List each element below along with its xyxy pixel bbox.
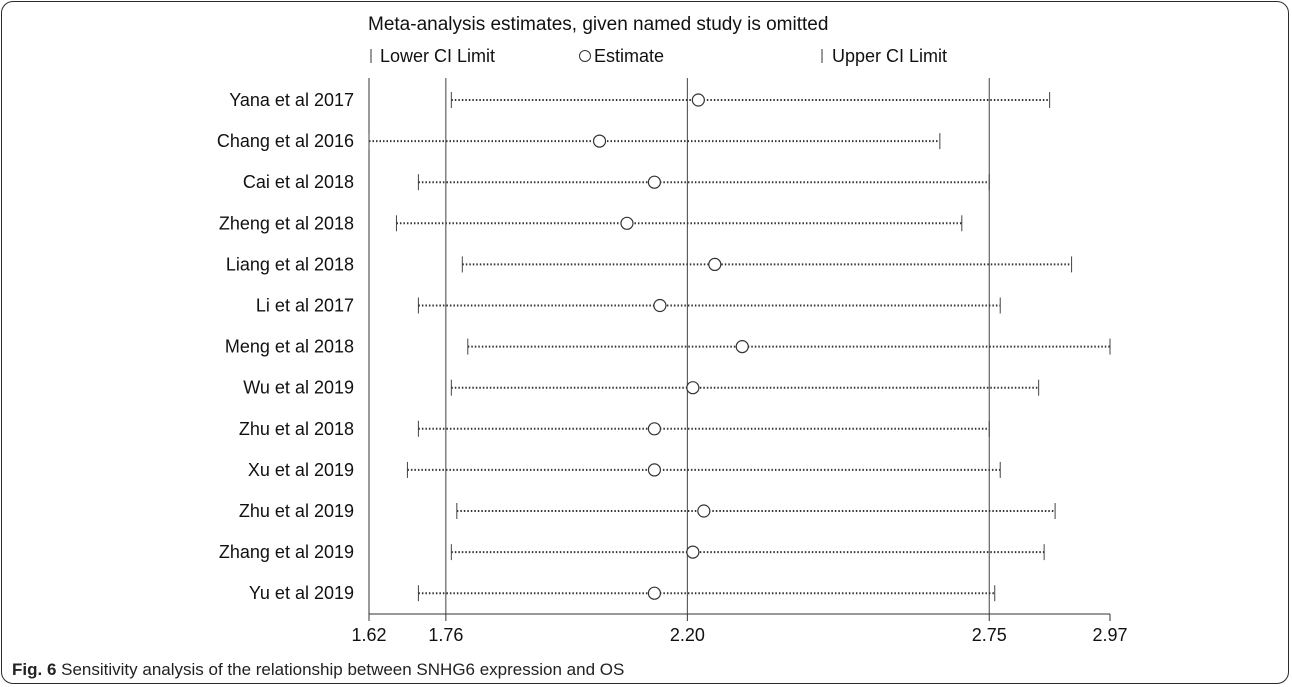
- study-row: Zhu et al 2018: [239, 419, 990, 439]
- estimate-marker: [647, 463, 662, 477]
- x-tick-label: 2.97: [1092, 625, 1127, 645]
- estimate-marker: [691, 93, 705, 107]
- study-label: Yana et al 2017: [229, 90, 354, 110]
- study-row: Zhang et al 2019: [219, 542, 1045, 562]
- estimate-marker: [647, 175, 662, 189]
- estimate-marker: [592, 134, 607, 148]
- estimate-marker: [653, 298, 667, 313]
- caption-text: Sensitivity analysis of the relationship…: [56, 660, 625, 679]
- legend-estimate-marker: [579, 50, 591, 62]
- study-label: Meng et al 2018: [225, 337, 354, 357]
- study-row: Chang et al 2016: [217, 131, 941, 151]
- estimate-marker: [620, 216, 634, 230]
- x-tick-label: 2.75: [972, 625, 1007, 645]
- reference-lines: [368, 78, 990, 614]
- study-row: Wu et al 2019: [243, 378, 1040, 398]
- study-row: Xu et al 2019: [248, 460, 1001, 480]
- estimate-marker: [708, 257, 722, 271]
- study-row: Li et al 2017: [256, 296, 1001, 316]
- legend-estimate-label: Estimate: [594, 46, 664, 66]
- study-row: Meng et al 2018: [225, 337, 1111, 357]
- study-label: Wu et al 2019: [243, 378, 354, 398]
- study-label: Cai et al 2018: [243, 172, 354, 192]
- study-label: Liang et al 2018: [226, 254, 354, 274]
- study-label: Zhu et al 2019: [239, 501, 354, 521]
- figure-caption: Fig. 6 Sensitivity analysis of the relat…: [12, 660, 624, 680]
- chart-title: Meta-analysis estimates, given named stu…: [368, 14, 828, 35]
- study-label: Yu et al 2019: [249, 583, 354, 603]
- x-axis: 1.62 1.76 2.20 2.75 2.97: [351, 613, 1128, 645]
- chart-header: Meta-analysis estimates, given named stu…: [368, 14, 947, 66]
- study-label: Chang et al 2016: [217, 131, 354, 151]
- caption-label: Fig. 6: [12, 660, 57, 679]
- study-label: Li et al 2017: [256, 296, 354, 316]
- x-tick-label: 1.62: [351, 625, 386, 645]
- estimate-marker: [735, 340, 749, 354]
- study-label: Zheng et al 2018: [219, 213, 354, 233]
- study-row: Yu et al 2019: [249, 583, 996, 603]
- estimate-marker: [697, 504, 711, 518]
- study-label: Zhu et al 2018: [239, 419, 354, 439]
- study-label: Zhang et al 2019: [219, 542, 354, 562]
- study-row: Zheng et al 2018: [219, 213, 963, 233]
- estimate-marker: [647, 586, 662, 600]
- x-tick-label: 1.76: [428, 625, 463, 645]
- study-row: Zhu et al 2019: [239, 501, 1056, 521]
- estimate-marker: [647, 422, 662, 436]
- study-row: Cai et al 2018: [243, 172, 990, 192]
- estimate-marker: [686, 545, 700, 559]
- x-tick-label: 2.20: [670, 625, 705, 645]
- study-rows: Yana et al 2017 Chang et al 2016 Cai et al…: [217, 90, 1111, 603]
- study-label: Xu et al 2019: [248, 460, 354, 480]
- legend-lower-label: Lower CI Limit: [380, 46, 495, 66]
- study-row: Liang et al 2018: [226, 254, 1073, 274]
- legend-upper-label: Upper CI Limit: [832, 46, 947, 66]
- estimate-marker: [686, 381, 700, 395]
- study-row: Yana et al 2017: [229, 90, 1051, 110]
